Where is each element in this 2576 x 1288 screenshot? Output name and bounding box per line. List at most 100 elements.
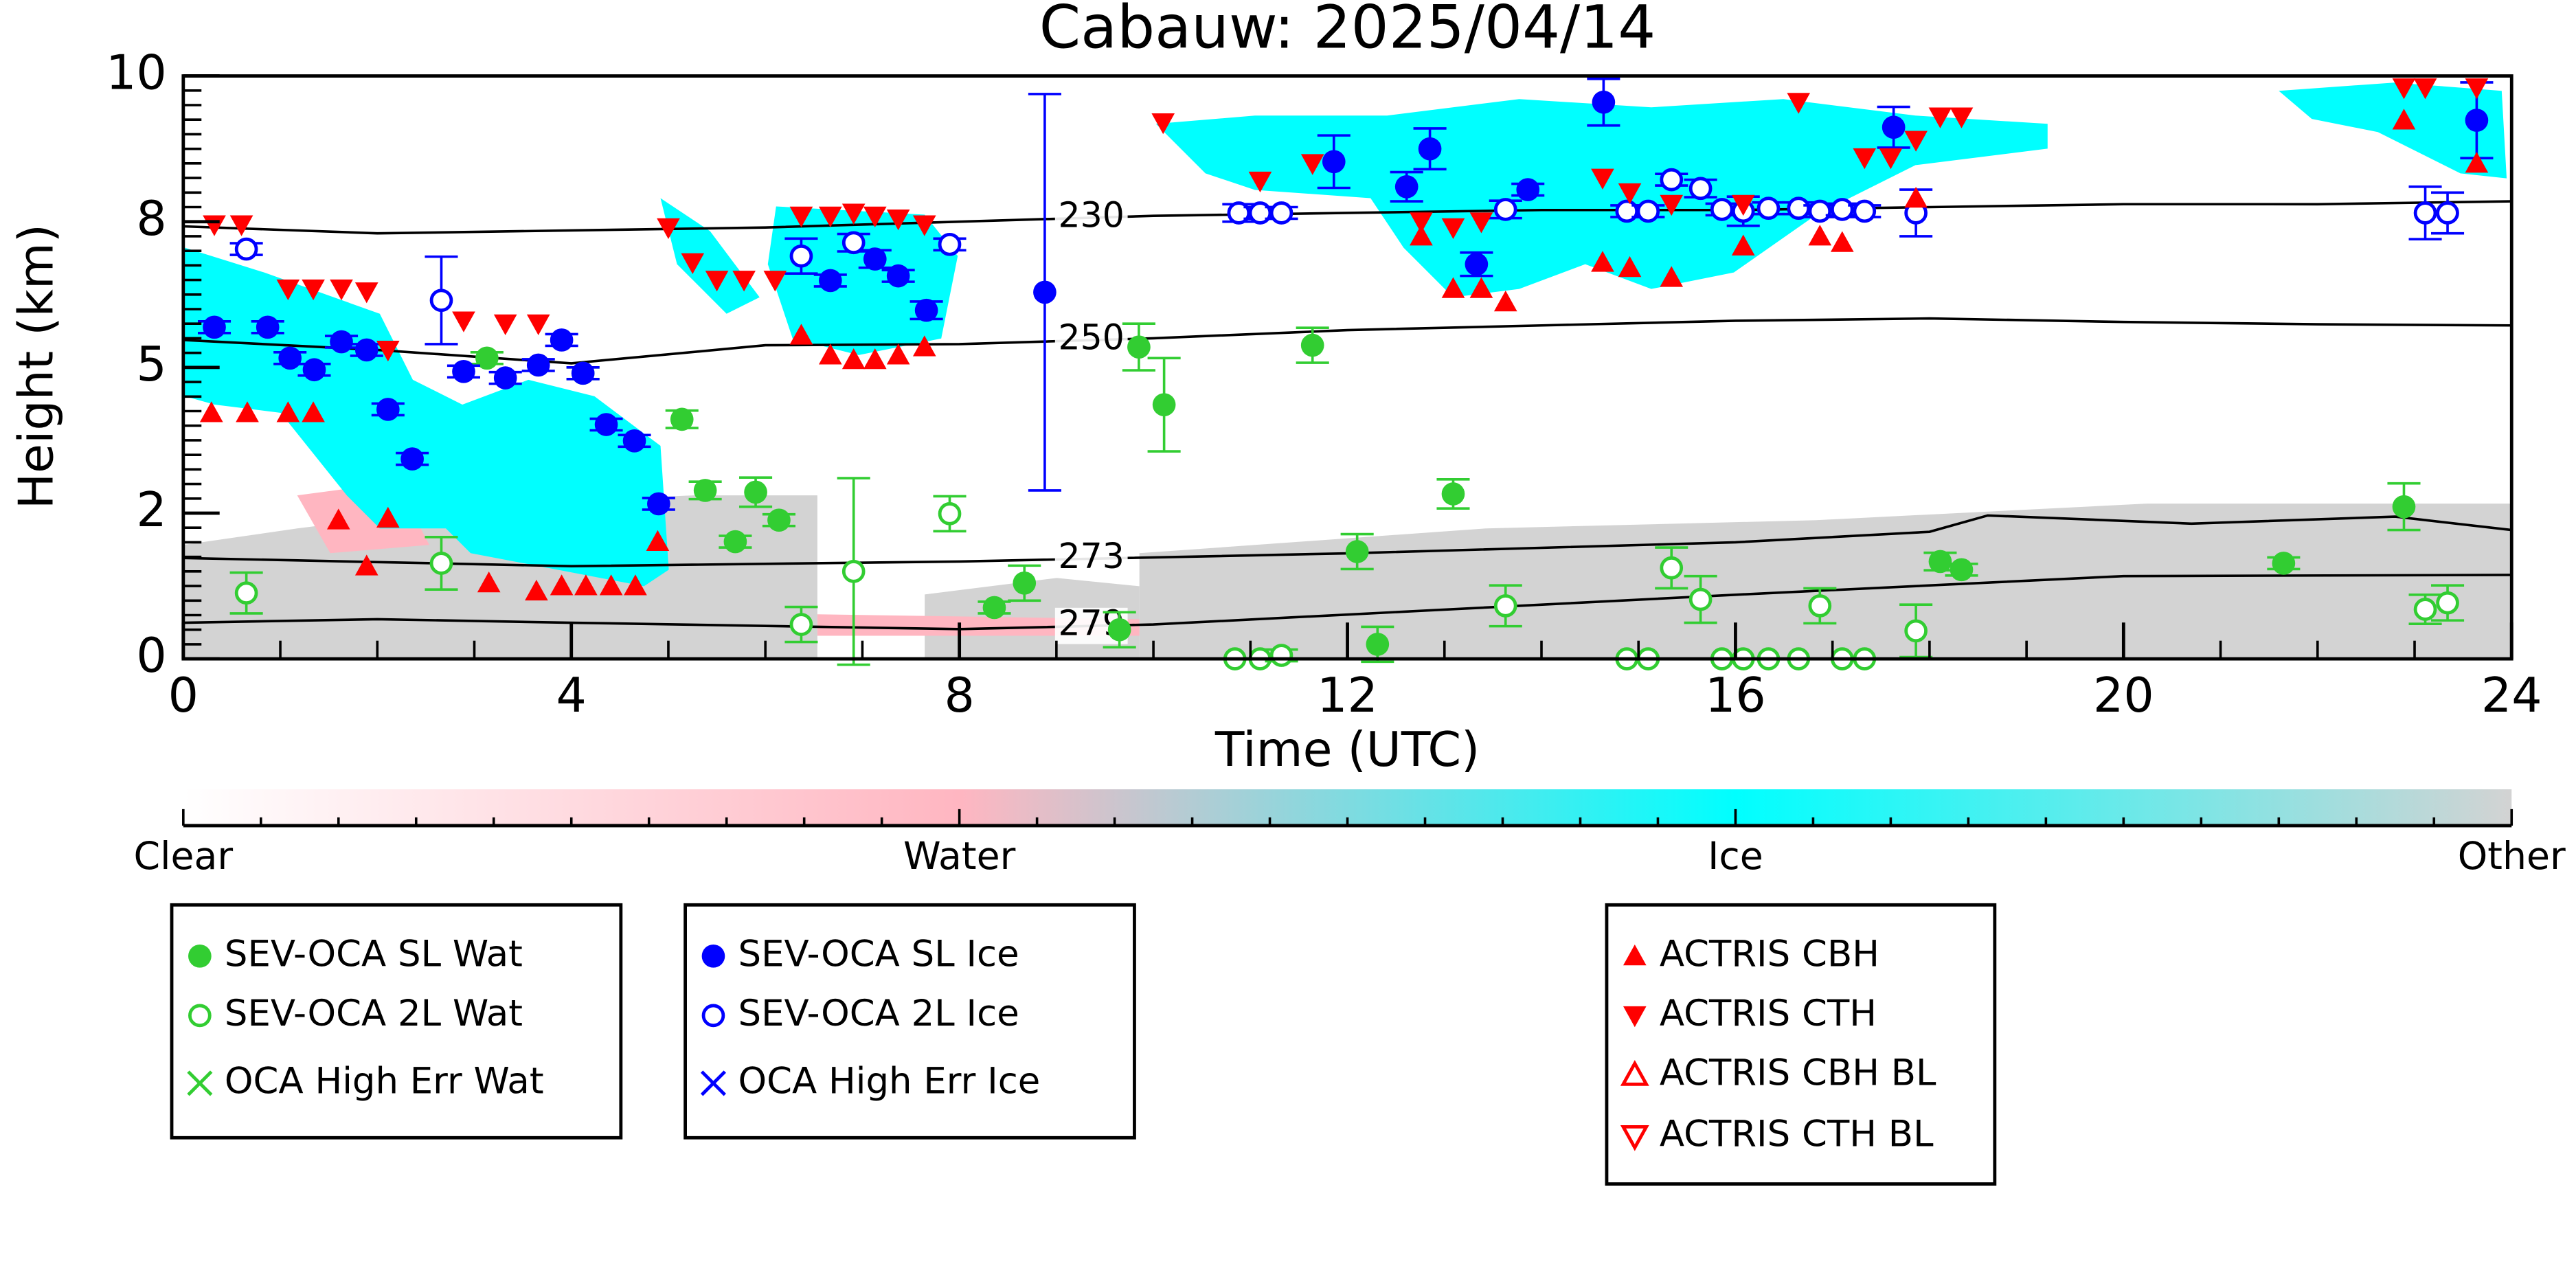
point bbox=[938, 232, 962, 256]
cloud-mask bbox=[183, 82, 2512, 659]
isotherm bbox=[183, 514, 2512, 568]
point bbox=[229, 215, 253, 236]
legend-label: SEV-OCA SL Ice bbox=[738, 933, 1019, 975]
point bbox=[914, 298, 938, 322]
point bbox=[1882, 115, 1906, 139]
point bbox=[1808, 594, 1832, 618]
legend-marker bbox=[1620, 1125, 1649, 1151]
point bbox=[705, 271, 729, 292]
legend-label: OCA High Err Ice bbox=[738, 1061, 1041, 1103]
point bbox=[574, 574, 598, 596]
point bbox=[256, 315, 280, 339]
point bbox=[886, 343, 910, 365]
point bbox=[818, 269, 842, 293]
point bbox=[302, 279, 325, 301]
point bbox=[452, 359, 475, 383]
point bbox=[452, 311, 475, 332]
y-tick-label: 2 bbox=[136, 482, 166, 538]
legend-marker bbox=[1623, 945, 1647, 966]
point bbox=[203, 215, 226, 236]
point bbox=[681, 253, 705, 274]
point bbox=[763, 271, 787, 292]
isotherm-label: 250 bbox=[1059, 317, 1125, 358]
point bbox=[1808, 199, 1832, 223]
point bbox=[624, 574, 647, 596]
point bbox=[354, 282, 379, 304]
point bbox=[1904, 619, 1928, 643]
colorbar-label: Water bbox=[903, 835, 1016, 879]
x-tick-label: 4 bbox=[556, 668, 587, 723]
x-tick-label: 0 bbox=[168, 668, 199, 723]
point bbox=[1366, 633, 1390, 656]
point bbox=[863, 348, 887, 370]
point bbox=[1465, 252, 1489, 276]
point bbox=[2465, 152, 2489, 173]
isotherm-label-bg bbox=[1054, 540, 1128, 577]
point bbox=[1107, 618, 1131, 642]
point bbox=[1928, 550, 1952, 574]
chart-title: Cabauw: 2025/04/14 bbox=[1039, 0, 1656, 63]
point bbox=[1410, 212, 1433, 234]
point bbox=[1618, 183, 1642, 205]
point bbox=[938, 502, 962, 526]
point bbox=[1904, 186, 1928, 208]
legend-marker bbox=[701, 945, 725, 968]
isotherm bbox=[183, 574, 2512, 631]
point bbox=[1787, 196, 1811, 221]
point bbox=[330, 279, 353, 301]
point bbox=[599, 574, 623, 596]
point bbox=[571, 361, 595, 385]
legend-box bbox=[170, 903, 623, 1140]
point bbox=[1830, 198, 1854, 221]
legend-label: SEV-OCA SL Wat bbox=[225, 933, 523, 975]
point bbox=[818, 343, 842, 365]
legend-label: ACTRIS CBH bbox=[1660, 933, 1879, 975]
point bbox=[1418, 137, 1442, 161]
point bbox=[493, 366, 517, 389]
legend-box bbox=[683, 903, 1136, 1140]
point bbox=[1660, 556, 1684, 580]
point bbox=[1152, 393, 1176, 416]
point bbox=[1410, 225, 1433, 246]
point bbox=[912, 215, 936, 236]
point bbox=[475, 346, 499, 370]
point bbox=[302, 401, 325, 422]
point bbox=[2392, 109, 2416, 130]
legend-label: OCA High Err Wat bbox=[225, 1061, 544, 1103]
point bbox=[789, 324, 813, 345]
point bbox=[1394, 174, 1419, 199]
point bbox=[354, 338, 379, 362]
point bbox=[1591, 168, 1614, 190]
point bbox=[863, 206, 887, 228]
point bbox=[2436, 201, 2459, 225]
point bbox=[376, 398, 400, 421]
x-tick-label: 12 bbox=[1317, 668, 1378, 723]
point bbox=[841, 560, 866, 583]
point bbox=[1950, 558, 1974, 582]
y-axis-label: Height (km) bbox=[9, 224, 65, 509]
isotherm-label: 273 bbox=[1059, 536, 1125, 576]
point bbox=[1591, 251, 1614, 272]
point bbox=[1269, 201, 1293, 225]
x-tick-label: 20 bbox=[2093, 668, 2154, 723]
y-tick-label: 8 bbox=[136, 191, 166, 247]
point bbox=[1151, 113, 1175, 135]
point bbox=[622, 429, 646, 453]
point bbox=[1787, 93, 1811, 114]
point bbox=[1688, 587, 1713, 611]
point bbox=[670, 407, 694, 431]
point bbox=[1592, 90, 1616, 114]
colorbar-label: Clear bbox=[134, 835, 234, 879]
point bbox=[1731, 194, 1755, 216]
point bbox=[1660, 168, 1684, 192]
point bbox=[2392, 78, 2416, 100]
legend-label: ACTRIS CTH bbox=[1660, 993, 1877, 1035]
point bbox=[1928, 107, 1952, 128]
point bbox=[1441, 277, 1465, 298]
colorbar-label: Ice bbox=[1708, 835, 1763, 879]
legend-label: SEV-OCA 2L Wat bbox=[225, 993, 523, 1035]
point bbox=[2413, 201, 2437, 225]
y-tick-label: 5 bbox=[136, 337, 166, 392]
point bbox=[1731, 234, 1755, 256]
